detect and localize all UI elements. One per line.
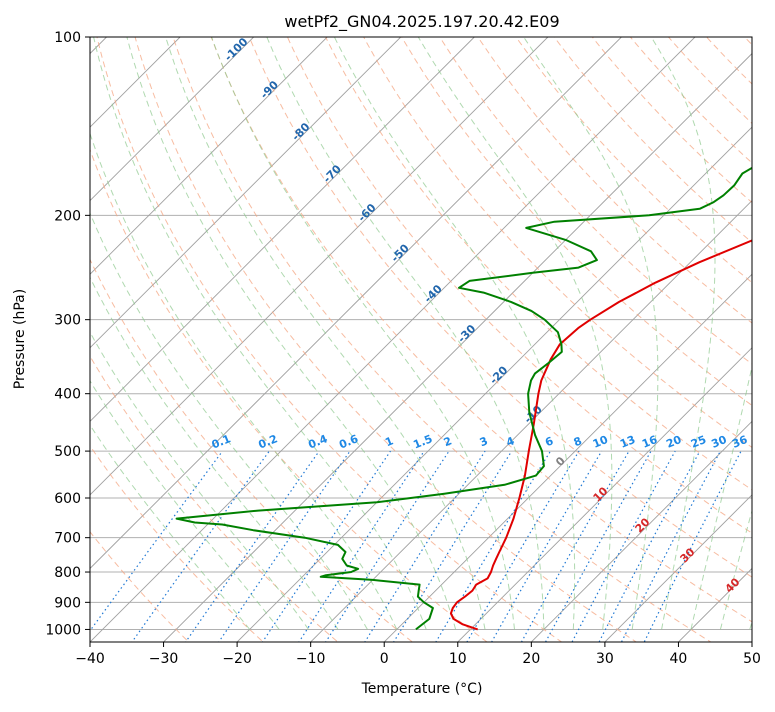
x-tick-label: 30 [596, 651, 614, 667]
y-axis-label: Pressure (hPa) [12, 289, 28, 389]
y-tick-label: 800 [54, 565, 81, 581]
moist-adiabat [750, 37, 775, 629]
x-tick-label: −30 [149, 651, 179, 667]
y-tick-label: 600 [54, 491, 81, 507]
x-tick-label: −40 [75, 651, 105, 667]
x-tick-label: 20 [522, 651, 540, 667]
y-axis: 100 200 300 400 500 600 700 800 900 1000 [45, 30, 90, 638]
dry-adiabat [756, 10, 775, 654]
x-tick-label: −20 [222, 651, 252, 667]
x-axis-label: Temperature (°C) [361, 681, 483, 697]
plot-background [90, 37, 752, 642]
x-tick-label: 40 [670, 651, 688, 667]
y-tick-label: 1000 [45, 622, 81, 638]
isotherm [752, 37, 775, 642]
y-tick-label: 500 [54, 444, 81, 460]
x-tick-label: 10 [449, 651, 467, 667]
y-tick-label: 700 [54, 531, 81, 547]
x-tick-label: −10 [296, 651, 326, 667]
y-tick-label: 200 [54, 208, 81, 224]
chart-title: wetPf2_GN04.2025.197.20.42.E09 [284, 12, 559, 32]
y-tick-label: 300 [54, 313, 81, 329]
x-axis: −40 −30 −20 −10 0 10 20 30 40 50 [75, 642, 761, 667]
x-tick-label: 50 [743, 651, 761, 667]
x-tick-label: 0 [380, 651, 389, 667]
y-tick-label: 100 [54, 30, 81, 46]
y-tick-label: 900 [54, 595, 81, 611]
y-tick-label: 400 [54, 387, 81, 403]
